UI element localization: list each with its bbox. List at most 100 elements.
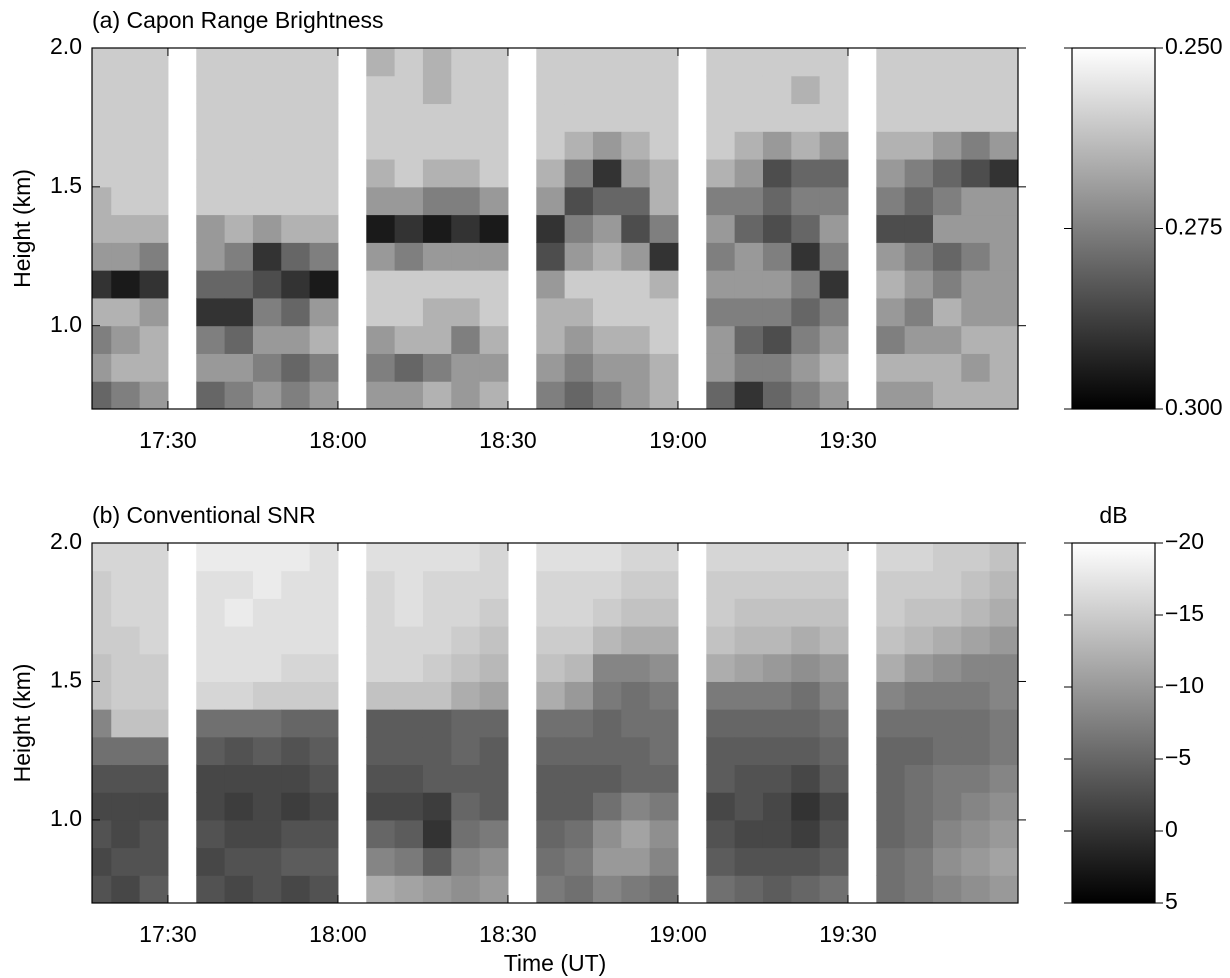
heatmap-cell [479, 598, 509, 627]
heatmap-cell [762, 847, 792, 876]
heatmap-cell [92, 270, 112, 299]
heatmap-cell [592, 875, 622, 903]
heatmap-cell [281, 75, 311, 105]
heatmap-cell [366, 819, 396, 849]
heatmap-cell [366, 75, 396, 105]
heatmap-cell [762, 186, 792, 216]
heatmap-cell [92, 626, 112, 655]
heatmap-cell [904, 159, 934, 188]
heatmap-cell [989, 186, 1018, 216]
heatmap-cell [649, 325, 679, 354]
heatmap-cell [819, 626, 849, 655]
heatmap-cell [451, 48, 481, 77]
heatmap-cell [762, 570, 792, 599]
heatmap-cell [876, 242, 906, 271]
heatmap-cell [762, 131, 792, 160]
heatmap-cell [281, 214, 311, 243]
heatmap-cell [932, 131, 962, 160]
heatmap-cell [224, 681, 254, 710]
heatmap-cell [564, 214, 594, 243]
heatmap-cell [309, 353, 339, 382]
heatmap-cell [706, 353, 736, 382]
heatmap-cell [621, 297, 651, 327]
heatmap-cell [762, 543, 792, 572]
heatmap-cell [989, 681, 1018, 710]
heatmap-cell [111, 325, 141, 354]
heatmap-cell [479, 75, 509, 105]
heatmap-cell [791, 48, 821, 77]
heatmap-cell [309, 709, 339, 738]
heatmap-cell [479, 270, 509, 299]
heatmap-cell [649, 186, 679, 216]
heatmap-cell [196, 159, 226, 188]
heatmap-cell [422, 270, 452, 299]
heatmap-cell [932, 598, 962, 627]
heatmap-cell [706, 626, 736, 655]
heatmap-cell [224, 875, 254, 903]
heatmap-cell [309, 214, 339, 243]
heatmap-cell [791, 570, 821, 599]
heatmap-cell [196, 875, 226, 903]
heatmap-cell [989, 103, 1018, 132]
heatmap-cell [961, 214, 991, 243]
heatmap-cell [451, 242, 481, 271]
heatmap-cell [649, 214, 679, 243]
heatmap-cell [621, 75, 651, 105]
heatmap-cell [904, 543, 934, 572]
heatmap-cell [734, 598, 764, 627]
heatmap-cell [819, 381, 849, 409]
heatmap-cell [706, 598, 736, 627]
heatmap-cells [92, 543, 1018, 903]
colorbar-tick-label: −20 [1165, 528, 1204, 554]
heatmap-cell [394, 270, 424, 299]
heatmap-cell [252, 598, 282, 627]
heatmap-cell [252, 764, 282, 793]
heatmap-cell [989, 709, 1018, 738]
heatmap-cell [224, 381, 254, 409]
heatmap-cell [649, 570, 679, 599]
heatmap-cell [196, 381, 226, 409]
heatmap-cell [139, 242, 169, 271]
heatmap-cell [706, 325, 736, 354]
heatmap-cell [111, 570, 141, 599]
heatmap-cell [422, 103, 452, 132]
heatmap-cell [196, 819, 226, 849]
heatmap-cell [791, 381, 821, 409]
heatmap-cell [92, 48, 112, 77]
heatmap-cell [961, 570, 991, 599]
heatmap-cell [451, 543, 481, 572]
heatmap-cell [791, 131, 821, 160]
heatmap-cell [394, 325, 424, 354]
heatmap-cell [592, 103, 622, 132]
heatmap-cell [281, 48, 311, 77]
heatmap-cell [111, 131, 141, 160]
heatmap-cell [649, 131, 679, 160]
heatmap-cell [819, 186, 849, 216]
heatmap-cell [621, 131, 651, 160]
heatmap-cell [819, 214, 849, 243]
heatmap-cell [281, 626, 311, 655]
heatmap-cell [621, 270, 651, 299]
heatmap-cell [564, 764, 594, 793]
heatmap-cell [734, 75, 764, 105]
heatmap-cell [139, 270, 169, 299]
heatmap-cell [791, 875, 821, 903]
heatmap-cell [734, 543, 764, 572]
heatmap-cell [422, 75, 452, 105]
heatmap-cell [281, 653, 311, 682]
heatmap-cell [762, 736, 792, 766]
heatmap-cell [961, 847, 991, 876]
heatmap-cell [139, 626, 169, 655]
heatmap-cell [706, 736, 736, 766]
heatmap-cell [224, 325, 254, 354]
heatmap-cell [422, 381, 452, 409]
heatmap-cell [989, 353, 1018, 382]
heatmap-cell [92, 736, 112, 766]
heatmap-cell [479, 353, 509, 382]
heatmap-cell [819, 297, 849, 327]
heatmap-cell [592, 381, 622, 409]
heatmap-cell [961, 48, 991, 77]
heatmap-cell [621, 570, 651, 599]
heatmap-cell [819, 75, 849, 105]
heatmap-cell [932, 325, 962, 354]
